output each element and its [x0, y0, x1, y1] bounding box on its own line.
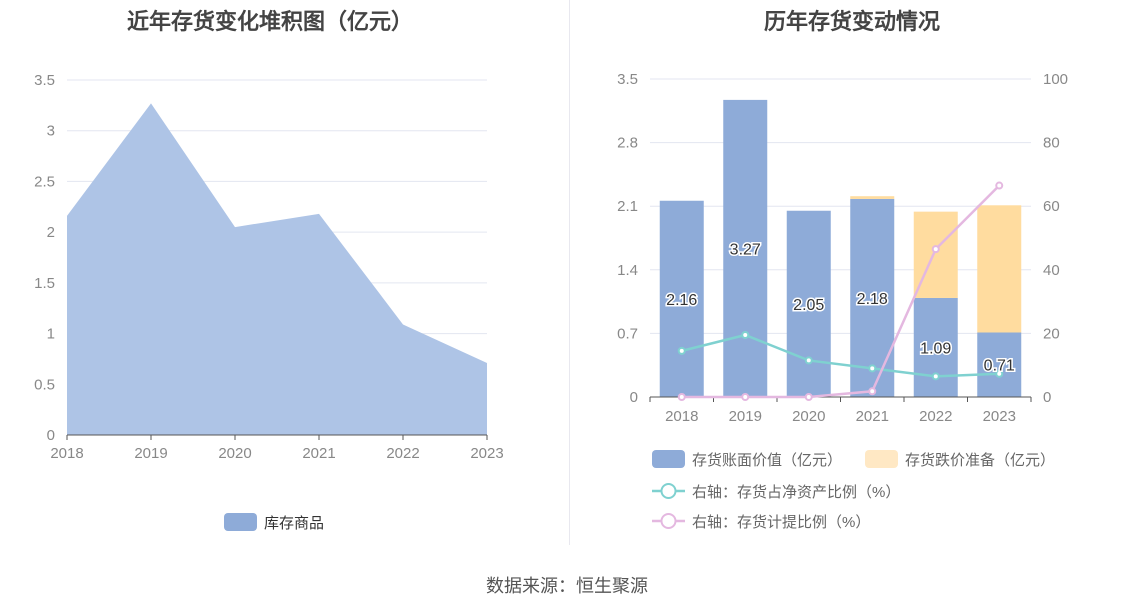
legend-label: 库存商品 [264, 515, 324, 532]
x-tick-label: 2023 [470, 445, 503, 462]
y2-tick-label: 60 [1043, 198, 1060, 215]
x-tick-label: 2021 [302, 445, 335, 462]
y-tick-label: 0 [630, 389, 638, 406]
x-tick-label: 2019 [729, 408, 762, 425]
y-tick-label: 1.5 [34, 275, 55, 292]
line-provision-ratio [681, 184, 1001, 399]
bar-impairment-reserve [850, 196, 895, 199]
right-chart-title: 历年存货变动情况 [763, 9, 940, 34]
y2-tick-label: 20 [1043, 325, 1060, 342]
line-point [804, 356, 813, 365]
legend-label: 右轴：存货计提比例（%） [692, 514, 870, 531]
x-tick-label: 2021 [856, 408, 889, 425]
bar-book-value [786, 210, 831, 397]
y-tick-label: 1 [47, 326, 55, 343]
legend-swatch [652, 450, 685, 468]
left-chart-title: 近年存货变化堆积图（亿元） [126, 9, 413, 34]
line-point [677, 346, 686, 355]
area-series-kucun [67, 103, 487, 435]
line-point [804, 393, 813, 401]
x-tick-label: 2023 [983, 408, 1016, 425]
chart-divider [569, 0, 570, 545]
y2-tick-label: 0 [1043, 389, 1051, 406]
y-tick-label: 2.1 [617, 198, 638, 215]
y-tick-label: 0 [47, 427, 55, 444]
legend-marker [660, 513, 677, 529]
bar-impairment-reserve [977, 205, 1022, 333]
bar-book-value [659, 200, 704, 397]
line-point [995, 369, 1004, 378]
bar-data-label: 3.27 [730, 241, 761, 258]
x-tick-label: 2022 [386, 445, 419, 462]
line-point [741, 393, 750, 401]
x-tick-label: 2019 [134, 445, 167, 462]
bar-data-label: 2.05 [793, 297, 824, 314]
inventory-area-chart: 0 0.5 1 1.5 2 2.5 3 3.5 2018 2019 2020 2021 2022 2023… [34, 72, 504, 532]
bar-book-value [977, 332, 1022, 397]
y-tick-label: 2.5 [34, 173, 55, 190]
y-tick-label: 2 [47, 224, 55, 241]
line-point [868, 364, 877, 373]
legend-label: 存货跌价准备（亿元） [905, 452, 1055, 469]
data-source: 数据来源：恒生聚源 [486, 576, 648, 596]
x-tick-label: 2020 [792, 408, 825, 425]
x-tick-label: 2022 [919, 408, 952, 425]
line-point [931, 372, 940, 381]
legend-swatch [865, 450, 898, 468]
bar-data-label: 2.18 [857, 291, 888, 308]
line-point [868, 387, 877, 396]
y-tick-label: 0.5 [34, 376, 55, 393]
y-tick-label: 3 [47, 123, 55, 140]
y-tick-label: 1.4 [617, 262, 638, 279]
bar-book-value [913, 297, 958, 397]
y-tick-label: 3.5 [34, 72, 55, 89]
x-tick-label: 2020 [218, 445, 251, 462]
bar-data-label: 2.16 [666, 292, 697, 309]
legend-marker [660, 483, 677, 499]
x-tick-label: 2018 [665, 408, 698, 425]
bar-data-label: 1.09 [920, 340, 951, 357]
inventory-change-chart: 0 0.7 1.4 2.1 2.8 3.5 0 20 40 60 80 100 2018 2019 2020… [617, 71, 1068, 531]
line-point [677, 393, 686, 401]
x-tick-label: 2018 [50, 445, 83, 462]
bar-data-label: 0.71 [984, 358, 1015, 375]
y2-tick-label: 80 [1043, 135, 1060, 152]
legend-label: 存货账面价值（亿元） [692, 452, 842, 469]
legend-label: 右轴：存货占净资产比例（%） [692, 484, 900, 501]
line-point [931, 245, 940, 254]
y2-tick-label: 100 [1043, 71, 1068, 88]
bar-book-value [723, 99, 768, 397]
line-net-asset-ratio [681, 333, 1000, 378]
y2-tick-label: 40 [1043, 262, 1060, 279]
y-tick-label: 3.5 [617, 71, 638, 88]
line-point [741, 330, 750, 339]
y-tick-label: 0.7 [617, 325, 638, 342]
legend-swatch [224, 513, 257, 531]
line-point [995, 181, 1004, 190]
bar-book-value [850, 198, 895, 397]
y-tick-label: 2.8 [617, 135, 638, 152]
